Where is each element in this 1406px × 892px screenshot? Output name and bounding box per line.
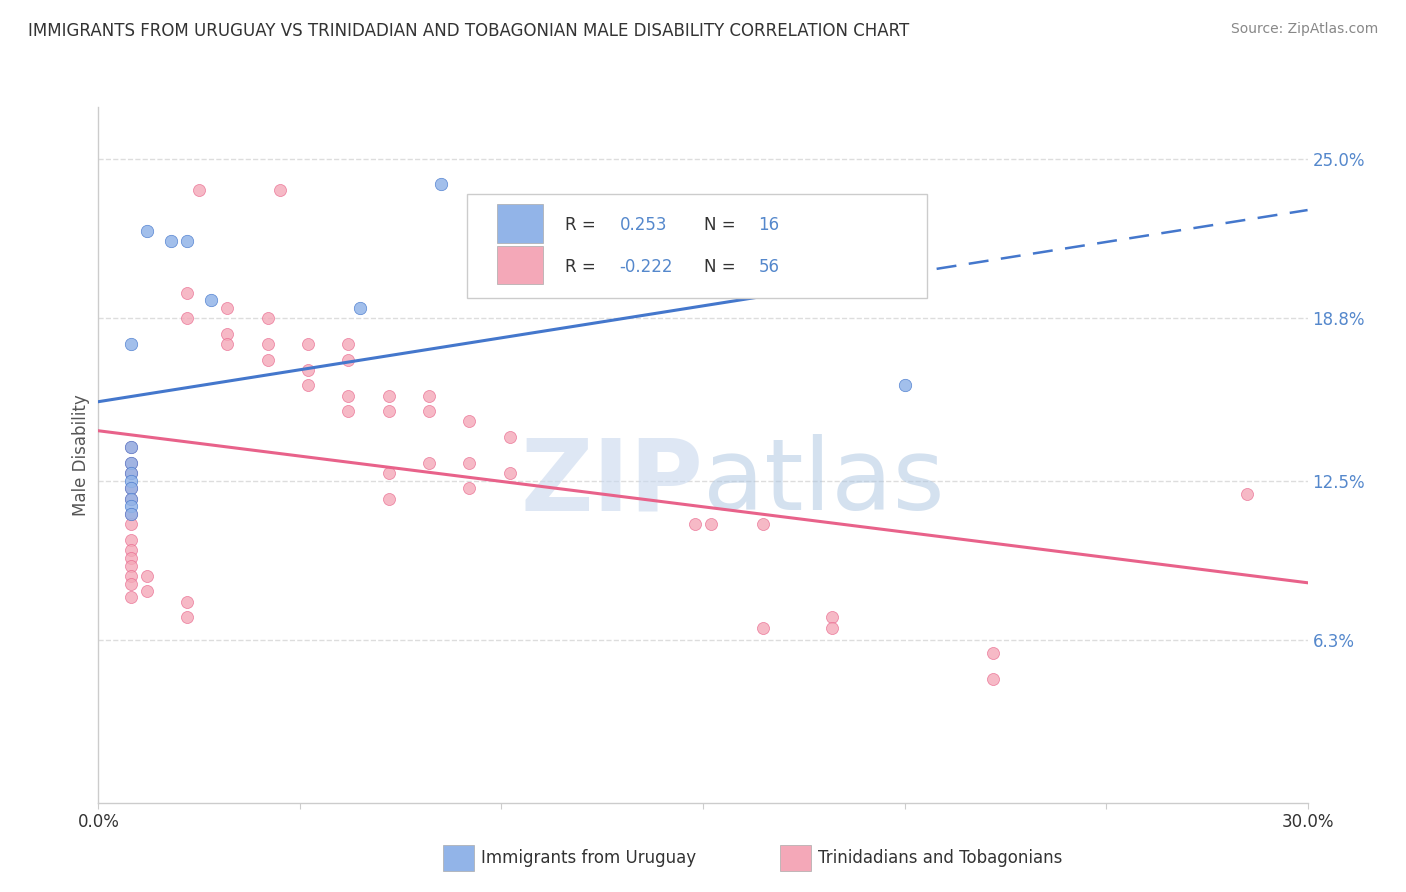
Point xyxy=(120,576,142,591)
Y-axis label: Male Disability: Male Disability xyxy=(72,394,90,516)
Point xyxy=(337,352,360,367)
Point xyxy=(120,491,142,506)
Point xyxy=(377,466,399,480)
Point xyxy=(498,430,520,444)
Point xyxy=(120,440,142,454)
Point xyxy=(700,517,723,532)
Point xyxy=(418,404,440,418)
FancyBboxPatch shape xyxy=(498,204,543,243)
Point xyxy=(349,301,371,315)
Point xyxy=(217,337,239,351)
Point xyxy=(135,569,157,583)
Point xyxy=(120,456,142,470)
Text: 56: 56 xyxy=(759,258,779,276)
Point xyxy=(217,301,239,315)
Point xyxy=(160,234,183,248)
Point xyxy=(1236,486,1258,500)
Point xyxy=(337,404,360,418)
Point xyxy=(120,456,142,470)
Point xyxy=(297,378,319,392)
Point xyxy=(176,234,198,248)
Point xyxy=(821,621,844,635)
Text: ZIP: ZIP xyxy=(520,434,703,532)
Text: 0.253: 0.253 xyxy=(620,217,666,235)
Text: R =: R = xyxy=(565,217,602,235)
Point xyxy=(120,474,142,488)
Point xyxy=(683,517,706,532)
Point xyxy=(377,404,399,418)
Point xyxy=(297,363,319,377)
Point xyxy=(176,311,198,326)
Point xyxy=(120,337,142,351)
Point xyxy=(200,293,222,308)
Point xyxy=(120,543,142,558)
Point xyxy=(120,507,142,521)
Text: IMMIGRANTS FROM URUGUAY VS TRINIDADIAN AND TOBAGONIAN MALE DISABILITY CORRELATIO: IMMIGRANTS FROM URUGUAY VS TRINIDADIAN A… xyxy=(28,22,910,40)
Point xyxy=(256,352,278,367)
Point xyxy=(120,590,142,604)
Point xyxy=(176,595,198,609)
Point xyxy=(120,533,142,547)
Point xyxy=(120,466,142,480)
Text: -0.222: -0.222 xyxy=(620,258,673,276)
Point xyxy=(981,672,1004,686)
Point xyxy=(377,389,399,403)
Point xyxy=(188,182,211,196)
Point xyxy=(176,285,198,300)
Point xyxy=(135,224,157,238)
Point xyxy=(120,491,142,506)
Point xyxy=(120,482,142,496)
Point xyxy=(377,491,399,506)
Text: N =: N = xyxy=(704,258,741,276)
Point xyxy=(752,517,775,532)
Point xyxy=(120,558,142,573)
FancyBboxPatch shape xyxy=(498,246,543,285)
Point xyxy=(458,456,481,470)
Point xyxy=(120,569,142,583)
Point xyxy=(217,326,239,341)
Point xyxy=(981,646,1004,660)
Point xyxy=(120,551,142,566)
Text: N =: N = xyxy=(704,217,741,235)
Point xyxy=(120,482,142,496)
Text: Source: ZipAtlas.com: Source: ZipAtlas.com xyxy=(1230,22,1378,37)
FancyBboxPatch shape xyxy=(467,194,927,298)
Point xyxy=(458,482,481,496)
Point xyxy=(337,389,360,403)
Point xyxy=(120,500,142,514)
Point xyxy=(430,178,453,192)
Text: R =: R = xyxy=(565,258,602,276)
Point xyxy=(176,610,198,624)
Point xyxy=(120,517,142,532)
Point xyxy=(297,337,319,351)
Point xyxy=(256,337,278,351)
Text: atlas: atlas xyxy=(703,434,945,532)
Point xyxy=(256,311,278,326)
Point xyxy=(120,507,142,521)
Point xyxy=(120,440,142,454)
Text: 16: 16 xyxy=(759,217,780,235)
Point xyxy=(269,182,291,196)
Point xyxy=(498,466,520,480)
Point xyxy=(120,466,142,480)
Text: Immigrants from Uruguay: Immigrants from Uruguay xyxy=(481,849,696,867)
Point xyxy=(458,414,481,428)
Point xyxy=(337,337,360,351)
Point xyxy=(821,610,844,624)
Text: Trinidadians and Tobagonians: Trinidadians and Tobagonians xyxy=(818,849,1063,867)
Point xyxy=(418,389,440,403)
Point xyxy=(893,378,915,392)
Point xyxy=(752,621,775,635)
Point xyxy=(135,584,157,599)
Point xyxy=(418,456,440,470)
